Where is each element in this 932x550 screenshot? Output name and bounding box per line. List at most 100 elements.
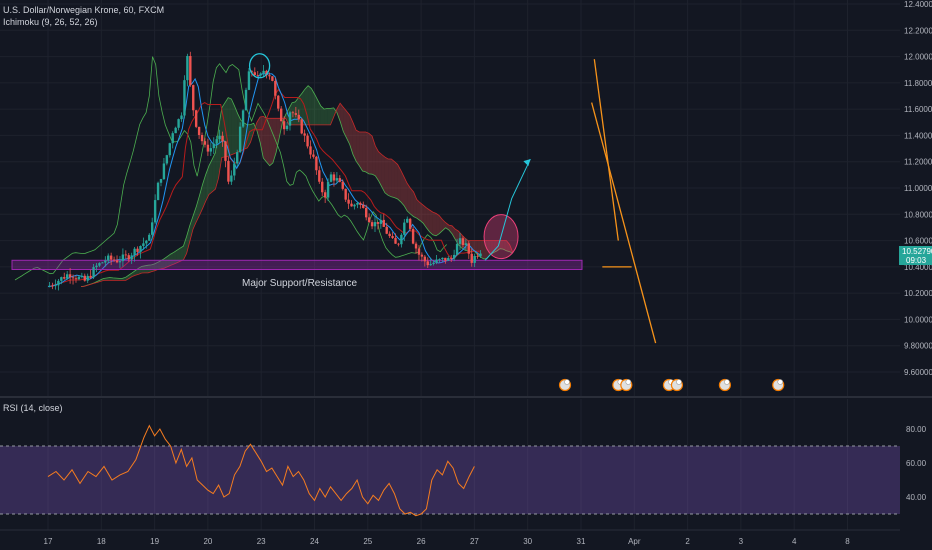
candle-body-126	[417, 248, 421, 255]
candle-body-99	[338, 178, 342, 182]
ichimoku-cloud-segment-32	[180, 246, 184, 262]
candle-body-48	[189, 56, 192, 86]
candle-body-72	[259, 73, 262, 76]
price-tick-label-6: 11.20000	[904, 158, 932, 167]
economic-events[interactable]	[558, 378, 785, 392]
candle-body-71	[256, 74, 259, 76]
time-axis[interactable]: 17 18 19 20 23 24 25 26 27 30 31 Apr 2 3 4 8	[44, 537, 851, 546]
time-tick-label-4: 23	[257, 537, 266, 546]
price-tag-box	[899, 246, 932, 265]
candle-body-82	[288, 112, 292, 126]
ichimoku-cloud-segment-11	[113, 277, 117, 281]
time-tick-label-8: 27	[470, 537, 479, 546]
ichimoku-cloud-segment-94	[378, 151, 382, 187]
candle-body-42	[171, 133, 174, 144]
candle-body-39	[162, 163, 166, 180]
ichimoku-cloud-segment-85	[349, 115, 353, 155]
candle-body-41	[168, 143, 171, 156]
candle-body-145	[473, 255, 476, 263]
ichimoku-cloud-segment-61	[272, 118, 277, 163]
candle-body-102	[347, 199, 350, 204]
candle-body-38	[159, 179, 163, 183]
candle-body-61	[227, 160, 230, 182]
candle-body-108	[365, 207, 368, 218]
candle-body-139	[455, 243, 459, 255]
candle-body-138	[452, 254, 456, 259]
channel-lower-line	[591, 102, 657, 344]
ichimoku-cloud-segment-132	[499, 240, 504, 250]
channel-layer	[591, 59, 657, 344]
price-tick-label-4: 11.60000	[904, 105, 932, 114]
time-tick-label-1: 18	[97, 537, 106, 546]
ichimoku-cloud-segment-97	[388, 158, 392, 197]
candle-body-18	[101, 262, 104, 264]
ichimoku-cloud-segment-34	[186, 225, 190, 254]
candle-body-121	[403, 222, 406, 235]
candle-body-111	[373, 222, 377, 227]
time-tick-label-5: 24	[310, 537, 319, 546]
candle-body-34	[148, 234, 151, 241]
ichimoku-cloud-segment-53	[247, 124, 251, 148]
candle-body-141	[461, 238, 465, 246]
event-icon-flag-4	[676, 379, 682, 385]
candle-body-62	[230, 175, 233, 182]
candle-body-16	[95, 265, 98, 268]
candle-body-30	[136, 248, 139, 252]
candle-body-66	[241, 110, 245, 127]
candle-body-54	[206, 144, 210, 152]
price-tick-label-7: 11.00000	[904, 184, 932, 193]
candle-body-119	[397, 243, 400, 245]
ichimoku-cloud-segment-72	[308, 85, 312, 125]
candle-body-140	[458, 238, 462, 244]
candle-body-73	[262, 70, 265, 74]
candle-body-87	[303, 133, 306, 136]
candle-body-27	[127, 255, 130, 260]
ichimoku-cloud-segment-134	[506, 240, 510, 252]
candle-body-110	[370, 222, 374, 227]
ichimoku-cloud-segment-127	[483, 240, 488, 260]
rsi-axis: 80.00 60.00 40.00	[906, 425, 927, 502]
candle-body-28	[130, 255, 133, 260]
symbol-title: U.S. Dollar/Norwegian Krone, 60, FXCM	[3, 5, 164, 15]
ichimoku-cloud-segment-24	[154, 262, 158, 271]
ichimoku-cloud-segment-15	[125, 275, 130, 281]
candle-body-69	[250, 71, 254, 73]
ichimoku-cloud-segment-37	[196, 195, 200, 222]
candle-body-131	[432, 262, 435, 265]
candle-body-1	[51, 285, 54, 287]
candle-body-74	[265, 70, 268, 76]
ichimoku-cloud-segment-99	[394, 161, 398, 199]
candle-body-36	[153, 200, 157, 223]
price-axis[interactable]: 12.40000 12.20000 12.00000 11.80000 11.60000…	[904, 0, 932, 377]
ichimoku-lagging-span	[14, 56, 447, 281]
candle-body-146	[476, 255, 479, 257]
candle-body-19	[104, 260, 107, 263]
forecast-arrowhead	[523, 159, 531, 167]
ichimoku-cloud-segment-83	[343, 107, 347, 138]
candle-body-0	[48, 285, 51, 287]
candle-body-98	[335, 178, 339, 181]
support-zone-box	[11, 259, 583, 270]
ichimoku-cloud-segment-58	[263, 116, 267, 163]
candle-body-77	[274, 80, 277, 96]
ichimoku-cloud-segment-31	[176, 248, 181, 263]
ichimoku-cloud-segment-102	[404, 176, 408, 211]
time-tick-label-0: 17	[44, 537, 53, 546]
candle-body-49	[192, 85, 195, 111]
candle-body-67	[244, 89, 248, 111]
candle-body-47	[186, 56, 189, 81]
candle-body-89	[309, 146, 312, 155]
candle-body-106	[359, 203, 362, 205]
ichimoku-cloud-segment-65	[285, 108, 289, 125]
candle-body-94	[323, 192, 327, 198]
ichimoku-cloud-segment-117	[452, 225, 456, 240]
price-tick-label-9: 10.60000	[904, 237, 932, 246]
price-tick-label-0: 12.40000	[904, 0, 932, 9]
ichimoku-cloud-segment-25	[157, 260, 161, 270]
ichimoku-cloud-segment-129	[490, 240, 494, 255]
ichimoku-cloud-segment-111	[432, 212, 437, 236]
candle-body-100	[341, 181, 344, 189]
ichimoku-cloud-segment-116	[448, 225, 453, 234]
